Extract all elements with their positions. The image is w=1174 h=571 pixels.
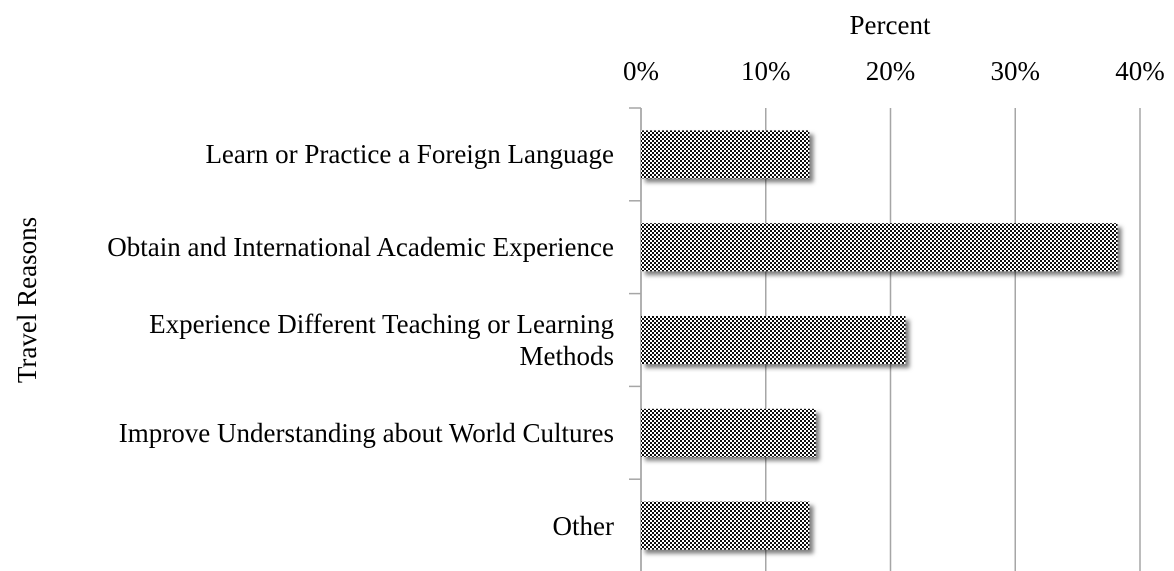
bar	[641, 130, 810, 179]
bar	[641, 408, 816, 457]
bar	[641, 316, 906, 364]
x-tick-label: 30%	[991, 56, 1041, 86]
x-tick-label: 10%	[741, 56, 791, 86]
y-axis-title: Travel Reasons	[12, 217, 42, 383]
x-tick-label: 0%	[623, 56, 659, 86]
x-tick-label: 20%	[866, 56, 916, 86]
y-tick-label: Improve Understanding about World Cultur…	[118, 417, 614, 448]
y-tick-label: Experience Different Teaching or Learnin…	[149, 309, 614, 371]
x-axis-title: Percent	[850, 10, 931, 40]
y-tick-label: Obtain and International Academic Experi…	[107, 232, 614, 263]
x-tick-label: 40%	[1115, 56, 1165, 86]
y-tick-label: Learn or Practice a Foreign Language	[205, 139, 614, 170]
y-tick-label: Other	[552, 510, 614, 541]
bar	[641, 223, 1118, 272]
bar	[641, 501, 810, 550]
